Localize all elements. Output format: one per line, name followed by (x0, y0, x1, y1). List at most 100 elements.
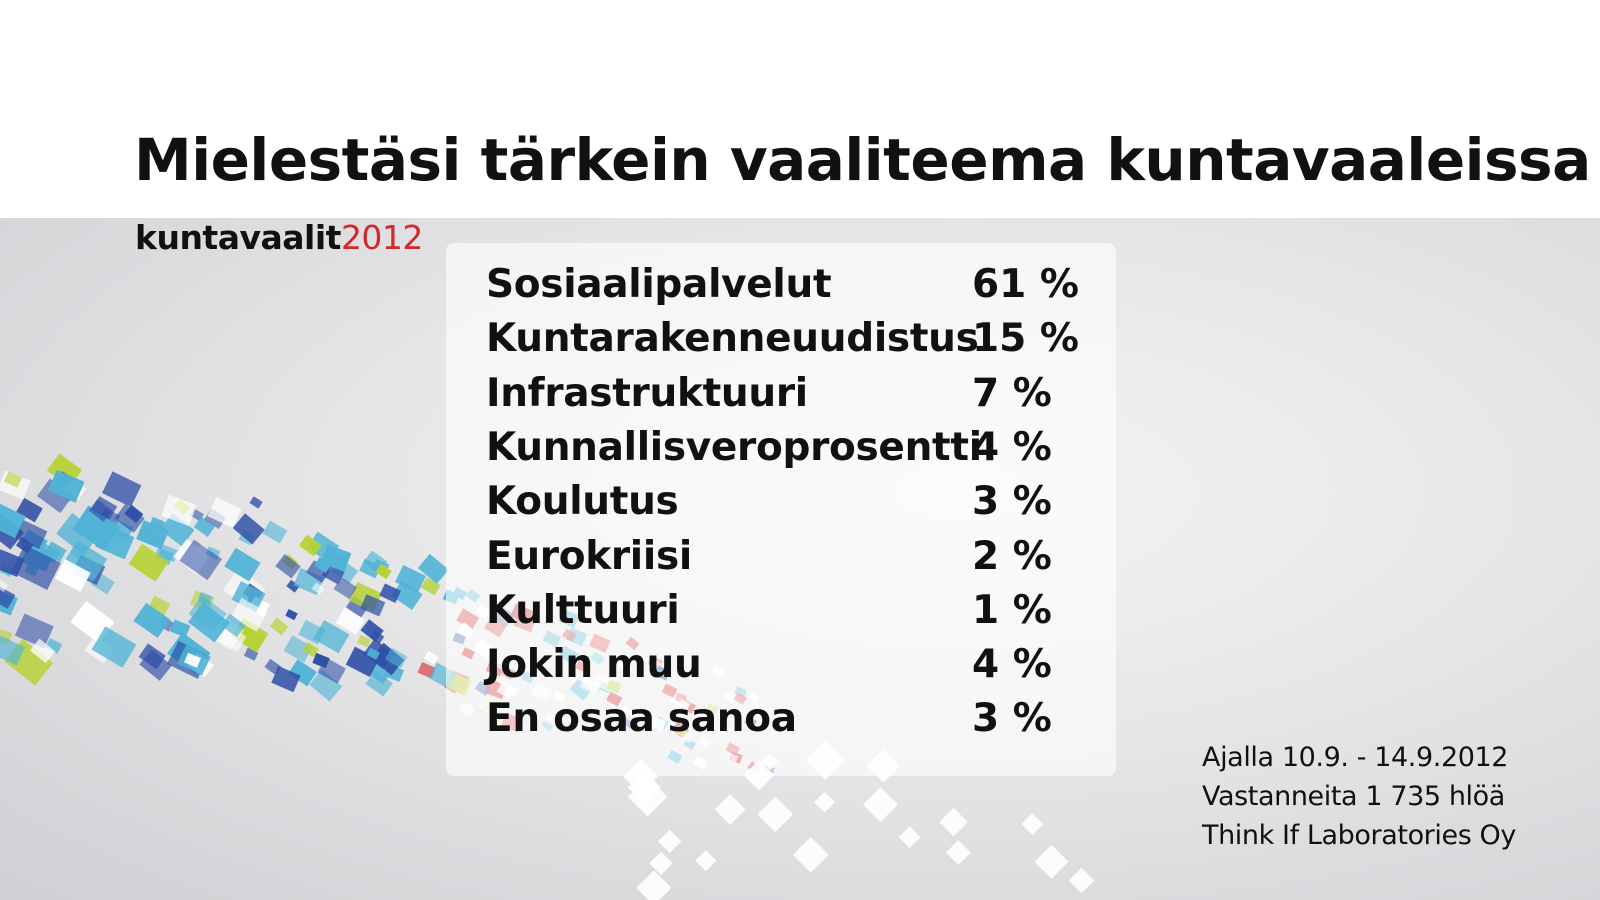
mosaic-tile (314, 556, 332, 574)
mosaic-tile (188, 602, 230, 643)
mosaic-tile (366, 647, 381, 660)
row-label: En osaa sanoa (486, 696, 797, 742)
mosaic-tile (0, 635, 26, 666)
mosaic-tile (939, 807, 968, 837)
mosaic-tile (306, 560, 331, 584)
row-label: Infrastruktuuri (486, 370, 808, 416)
mosaic-tile (298, 534, 322, 557)
mosaic-tile (136, 520, 169, 550)
row-value: 15 % (972, 316, 1079, 362)
mosaic-tile (657, 829, 682, 853)
mosaic-tile (271, 666, 301, 693)
row-value: 4 % (972, 642, 1052, 688)
mosaic-tile (95, 524, 135, 560)
table-row: Infrastruktuuri 7 % (486, 371, 1086, 425)
mosaic-tile (197, 591, 213, 606)
mosaic-tile (0, 502, 26, 539)
mosaic-tile (128, 543, 169, 582)
row-value: 7 % (972, 370, 1052, 416)
mosaic-tile (1068, 867, 1095, 894)
table-row: En osaa sanoa 3 % (486, 696, 1086, 750)
row-label: Eurokriisi (486, 533, 692, 579)
mosaic-tile (365, 670, 393, 697)
mosaic-tile (714, 794, 746, 825)
mosaic-tile (345, 646, 379, 677)
row-label: Koulutus (486, 479, 679, 525)
mosaic-tile (220, 613, 246, 638)
mosaic-tile (309, 669, 343, 702)
mosaic-tile (54, 559, 91, 593)
table-row: Sosiaalipalvelut 61 % (486, 262, 1086, 316)
mosaic-tile (0, 549, 25, 578)
mosaic-tile (91, 626, 137, 668)
mosaic-tile (283, 635, 313, 663)
chart-title: Mielestäsi tärkein vaaliteema kuntavaale… (134, 126, 1591, 194)
mosaic-tile (695, 850, 717, 872)
mosaic-tile (161, 494, 197, 527)
mosaic-tile (138, 643, 166, 670)
survey-company: Think If Laboratories Oy (1202, 820, 1516, 851)
mosaic-tile (384, 647, 408, 669)
mosaic-tile (814, 791, 835, 813)
mosaic-tile (102, 471, 142, 508)
row-label: Kunnallisveroprosentti (486, 424, 982, 470)
respondent-count: Vastanneita 1 735 hlöä (1202, 781, 1505, 812)
mosaic-tile (285, 608, 298, 621)
mosaic-tile (0, 584, 16, 609)
mosaic-tile (394, 564, 427, 594)
row-label: Sosiaalipalvelut (486, 262, 832, 307)
table-row: Kulttuuri 1 % (486, 588, 1086, 642)
mosaic-tile (792, 836, 829, 873)
mosaic-tile (757, 796, 794, 833)
row-value: 2 % (972, 533, 1052, 579)
mosaic-tile (269, 617, 289, 636)
mosaic-tile (45, 638, 63, 654)
mosaic-tile (124, 504, 144, 524)
mosaic-tile (230, 597, 268, 632)
row-value: 3 % (972, 696, 1052, 742)
mosaic-tile (63, 540, 108, 582)
mosaic-tile (169, 619, 191, 638)
results-panel (446, 243, 1116, 776)
mosaic-tile (945, 840, 971, 866)
mosaic-tile (311, 582, 325, 595)
table-row: Kuntarakenneuudistus 15 % (486, 316, 1086, 370)
mosaic-tile (298, 619, 326, 645)
mosaic-tile (333, 577, 358, 600)
mosaic-tile (56, 512, 100, 556)
row-label: Jokin muu (486, 642, 702, 688)
row-value: 1 % (972, 587, 1052, 633)
mosaic-tile (15, 520, 48, 550)
mosaic-tile (417, 553, 449, 584)
mosaic-tile (249, 496, 263, 509)
mosaic-tile (207, 497, 242, 528)
mosaic-tile (391, 580, 423, 610)
mosaic-tile (133, 602, 171, 638)
mosaic-tile (359, 558, 382, 579)
table-row: Eurokriisi 2 % (486, 534, 1086, 588)
mosaic-tile (148, 595, 171, 616)
mosaic-tile (193, 516, 216, 537)
mosaic-tile (356, 634, 372, 648)
row-label: Kulttuuri (486, 587, 680, 633)
mosaic-tile (862, 787, 898, 823)
mosaic-tile (158, 544, 179, 563)
mosaic-tile (317, 657, 346, 684)
brand-year: 2012 (340, 218, 423, 257)
mosaic-tile (216, 624, 247, 652)
mosaic-tile (275, 553, 301, 579)
mosaic-tile (231, 581, 266, 613)
mosaic-tile (232, 513, 265, 545)
survey-info: Ajalla 10.9. - 14.9.2012 Vastanneita 1 7… (1202, 738, 1516, 855)
mosaic-tile (29, 638, 56, 664)
mosaic-tile (636, 870, 672, 900)
mosaic-tile (286, 579, 300, 593)
mosaic-tile (1021, 813, 1044, 835)
mosaic-tile (114, 503, 145, 533)
header-band (0, 0, 1600, 218)
mosaic-tile (44, 541, 67, 562)
mosaic-tile (224, 547, 261, 582)
mosaic-tile (379, 583, 402, 604)
mosaic-tile (11, 544, 61, 590)
row-value: 61 % (972, 262, 1079, 307)
